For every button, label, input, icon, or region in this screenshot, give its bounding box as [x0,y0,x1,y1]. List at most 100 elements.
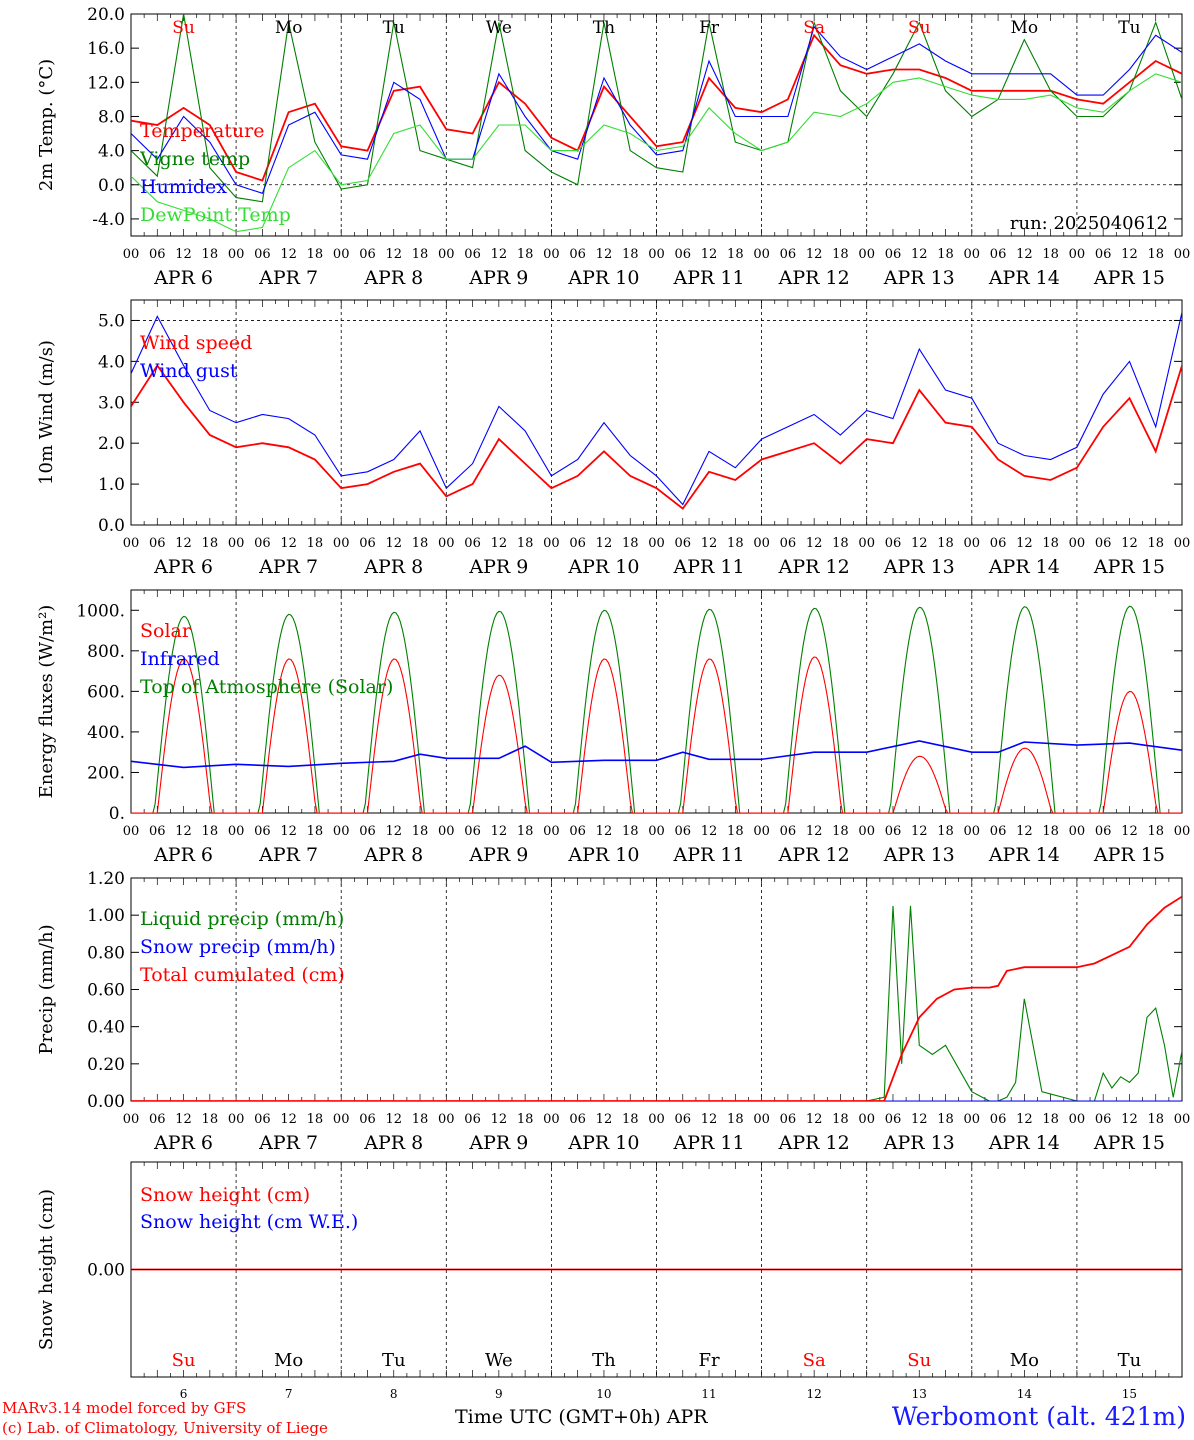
date-day: 15 [1141,844,1165,866]
y-tick-label: 0.60 [87,981,125,1001]
hour-tick-label: 06 [254,536,271,551]
hour-tick-label: 06 [675,536,692,551]
series-group [131,312,1182,510]
hour-tick-label: 00 [123,1112,140,1127]
y-tick-label: 1000. [76,601,125,621]
hour-tick-label: 18 [1042,247,1059,262]
date-month: APR [153,1132,201,1154]
date-month: APR [363,556,411,578]
hour-tick-label: 06 [569,536,586,551]
hour-tick-label: 12 [385,536,402,551]
date-label: APR 12 [778,267,850,289]
hour-tick-label: 12 [491,247,508,262]
hour-tick-label: 12 [911,824,928,839]
weekday-label: Sa [803,18,825,38]
hour-tick-label: 18 [937,1112,954,1127]
date-label: APR 10 [567,1132,639,1154]
hour-tick-label: 00 [753,824,770,839]
hour-tick-label: 12 [175,536,192,551]
hour-tick-label: 06 [990,1112,1007,1127]
date-day: 11 [720,1132,744,1154]
date-label: APR 14 [988,844,1060,866]
hour-tick-label: 00 [1174,1112,1191,1127]
hour-tick-label: 12 [806,824,823,839]
hour-tick-label: 06 [359,247,376,262]
hour-tick-label: 18 [727,1112,744,1127]
hour-tick-label: 18 [727,536,744,551]
date-day: 13 [931,1132,955,1154]
date-label: APR 7 [258,1132,318,1154]
hour-tick-label: 00 [858,1112,875,1127]
y-tick-label: 0.0 [98,516,125,536]
date-label: APR 8 [363,556,423,578]
credit-line: (c) Lab. of Climatology, University of L… [2,1419,328,1437]
panel-4: 1.20 1.00 0.80 0.60 0.40 0.20 0.00 Precip (mm/h… [36,869,1190,1154]
hour-tick-label: 00 [123,247,140,262]
hour-tick-label: 12 [280,824,297,839]
bottom-day-number: 9 [495,1387,503,1401]
hour-tick-label: 12 [280,536,297,551]
hour-tick-label: 06 [780,824,797,839]
hour-tick-label: 12 [1016,247,1033,262]
date-day: 15 [1141,1132,1165,1154]
date-label: APR 8 [363,1132,423,1154]
hour-tick-label: 18 [1147,824,1164,839]
bottom-weekday-label: Tu [1118,1350,1142,1371]
hour-tick-label: 00 [858,536,875,551]
y-tick-label: -4.0 [92,210,125,230]
panel-3: 1000. 800. 600. 400. 200. 0. Energy fluxes (W/… [36,589,1190,866]
date-label: APR 9 [468,267,528,289]
hour-tick-label: 12 [701,247,718,262]
date-label: APR 11 [673,844,745,866]
y-tick-label: 200. [87,763,125,783]
hour-tick-label: 12 [806,1112,823,1127]
hour-tick-label: 06 [569,1112,586,1127]
hour-tick-label: 00 [228,536,245,551]
hour-tick-label: 00 [1069,536,1086,551]
date-label: APR 9 [468,1132,528,1154]
date-label: APR 9 [468,844,528,866]
date-month: APR [673,844,721,866]
hour-tick-label: 00 [543,247,560,262]
date-day: 7 [306,267,318,289]
date-month: APR [363,844,411,866]
hour-tick-label: 18 [622,824,639,839]
date-day: 10 [615,267,639,289]
legend-entry: Vigne temp [139,148,250,170]
hour-tick-label: 00 [1069,1112,1086,1127]
date-month: APR [883,1132,931,1154]
date-label: APR 10 [567,267,639,289]
y-tick-label: 4.0 [98,142,125,162]
hour-tick-label: 06 [149,824,166,839]
y-axis-label: Snow height (cm) [36,1189,57,1350]
hour-tick-label: 00 [753,536,770,551]
hour-tick-label: 18 [1042,536,1059,551]
hour-tick-label: 12 [1121,824,1138,839]
date-month: APR [883,556,931,578]
date-day: 15 [1141,556,1165,578]
y-tick-label: 1.0 [98,475,125,495]
date-label: APR 15 [1093,556,1165,578]
bottom-weekday-label: We [485,1350,513,1371]
legend-entry: Wind speed [140,332,252,354]
date-label: APR 15 [1093,1132,1165,1154]
hour-tick-label: 18 [832,247,849,262]
series-line-1 [131,905,1182,1101]
bottom-weekday-label: Fr [699,1350,720,1371]
date-label: APR 12 [778,556,850,578]
date-month: APR [468,556,516,578]
hour-tick-label: 12 [175,247,192,262]
hour-tick-label: 06 [780,247,797,262]
date-month: APR [153,844,201,866]
series-group [131,605,1182,813]
hour-tick-label: 06 [149,536,166,551]
bottom-weekday-label: Su [907,1350,931,1371]
hour-tick-label: 18 [517,1112,534,1127]
legend-entry: Snow precip (mm/h) [140,936,336,958]
date-label: APR 13 [883,267,955,289]
footer-credits: MARv3.14 model forced by GFS (c) Lab. of… [2,1398,328,1438]
y-tick-label: 5.0 [98,311,125,331]
legend-entry: Total cumulated (cm) [140,964,345,986]
date-label: APR 6 [153,1132,213,1154]
hour-tick-label: 18 [1042,824,1059,839]
